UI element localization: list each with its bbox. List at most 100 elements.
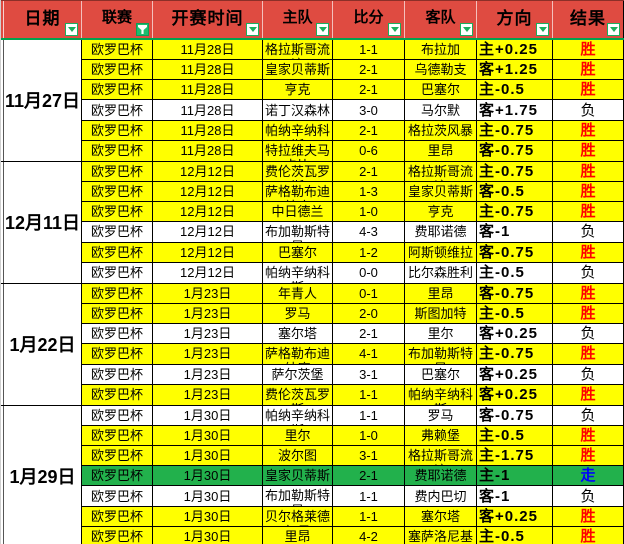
score-cell[interactable]: 4-1 bbox=[333, 344, 405, 364]
kickoff-time-cell[interactable]: 11月28日 bbox=[153, 140, 263, 161]
result-cell[interactable]: 胜 bbox=[553, 344, 624, 364]
handicap-direction-cell[interactable]: 客+0.25 bbox=[477, 506, 553, 526]
away-team-cell[interactable]: 斯图加特 bbox=[405, 304, 477, 324]
handicap-direction-cell[interactable]: 客+0.25 bbox=[477, 364, 553, 384]
home-team-cell[interactable]: 费伦茨瓦罗斯 bbox=[263, 384, 333, 405]
result-cell[interactable]: 胜 bbox=[553, 60, 624, 80]
away-team-cell[interactable]: 塞尔塔 bbox=[405, 506, 477, 526]
handicap-direction-cell[interactable]: 主-0.5 bbox=[477, 80, 553, 100]
league-cell[interactable]: 欧罗巴杯 bbox=[82, 60, 153, 80]
filter-dropdown-icon-date[interactable] bbox=[65, 23, 78, 36]
score-cell[interactable]: 2-1 bbox=[333, 60, 405, 80]
league-cell[interactable]: 欧罗巴杯 bbox=[82, 304, 153, 324]
result-cell[interactable]: 胜 bbox=[553, 384, 624, 405]
score-cell[interactable]: 1-1 bbox=[333, 405, 405, 425]
handicap-direction-cell[interactable]: 主-0.5 bbox=[477, 262, 553, 283]
column-header-direction[interactable]: 方向 bbox=[477, 1, 553, 38]
handicap-direction-cell[interactable]: 客-0.75 bbox=[477, 242, 553, 262]
result-cell[interactable]: 负 bbox=[553, 324, 624, 344]
kickoff-time-cell[interactable]: 1月30日 bbox=[153, 425, 263, 446]
column-header-score[interactable]: 比分 bbox=[333, 1, 405, 38]
handicap-direction-cell[interactable]: 客-0.75 bbox=[477, 283, 553, 304]
result-cell[interactable]: 胜 bbox=[553, 80, 624, 100]
home-team-cell[interactable]: 帕纳辛纳科斯 bbox=[263, 262, 333, 283]
handicap-direction-cell[interactable]: 客-0.75 bbox=[477, 140, 553, 161]
result-cell[interactable]: 胜 bbox=[553, 40, 624, 60]
kickoff-time-cell[interactable]: 1月30日 bbox=[153, 466, 263, 486]
away-team-cell[interactable]: 巴塞尔 bbox=[405, 364, 477, 384]
kickoff-time-cell[interactable]: 12月12日 bbox=[153, 242, 263, 262]
score-cell[interactable]: 1-1 bbox=[333, 486, 405, 506]
result-cell[interactable]: 胜 bbox=[553, 120, 624, 140]
filter-dropdown-icon-away[interactable] bbox=[460, 23, 473, 36]
league-cell[interactable]: 欧罗巴杯 bbox=[82, 202, 153, 222]
score-cell[interactable]: 4-2 bbox=[333, 526, 405, 544]
kickoff-time-cell[interactable]: 11月28日 bbox=[153, 40, 263, 60]
league-cell[interactable]: 欧罗巴杯 bbox=[82, 283, 153, 304]
score-cell[interactable]: 2-1 bbox=[333, 324, 405, 344]
league-cell[interactable]: 欧罗巴杯 bbox=[82, 222, 153, 242]
handicap-direction-cell[interactable]: 客+0.25 bbox=[477, 324, 553, 344]
date-group-cell[interactable]: 1月22日 bbox=[4, 283, 82, 405]
filter-funnel-icon-league[interactable] bbox=[136, 23, 149, 36]
result-cell[interactable]: 胜 bbox=[553, 283, 624, 304]
result-cell[interactable]: 负 bbox=[553, 100, 624, 120]
handicap-direction-cell[interactable]: 主-1.75 bbox=[477, 446, 553, 466]
league-cell[interactable]: 欧罗巴杯 bbox=[82, 140, 153, 161]
league-cell[interactable]: 欧罗巴杯 bbox=[82, 262, 153, 283]
home-team-cell[interactable]: 皇家贝蒂斯 bbox=[263, 466, 333, 486]
handicap-direction-cell[interactable]: 主-0.5 bbox=[477, 526, 553, 544]
result-cell[interactable]: 胜 bbox=[553, 161, 624, 182]
league-cell[interactable]: 欧罗巴杯 bbox=[82, 344, 153, 364]
away-team-cell[interactable]: 布拉加 bbox=[405, 40, 477, 60]
league-cell[interactable]: 欧罗巴杯 bbox=[82, 324, 153, 344]
filter-dropdown-icon-score[interactable] bbox=[388, 23, 401, 36]
home-team-cell[interactable]: 格拉斯哥流浪 bbox=[263, 40, 333, 60]
away-team-cell[interactable]: 费内巴切 bbox=[405, 486, 477, 506]
score-cell[interactable]: 1-1 bbox=[333, 384, 405, 405]
column-header-away[interactable]: 客队 bbox=[405, 1, 477, 38]
handicap-direction-cell[interactable]: 主-0.75 bbox=[477, 161, 553, 182]
home-team-cell[interactable]: 萨格勒布迪纳摩 bbox=[263, 182, 333, 202]
kickoff-time-cell[interactable]: 1月30日 bbox=[153, 486, 263, 506]
kickoff-time-cell[interactable]: 12月12日 bbox=[153, 202, 263, 222]
league-cell[interactable]: 欧罗巴杯 bbox=[82, 526, 153, 544]
handicap-direction-cell[interactable]: 客-1 bbox=[477, 222, 553, 242]
score-cell[interactable]: 1-1 bbox=[333, 40, 405, 60]
kickoff-time-cell[interactable]: 11月28日 bbox=[153, 80, 263, 100]
away-team-cell[interactable]: 亨克 bbox=[405, 202, 477, 222]
score-cell[interactable]: 2-1 bbox=[333, 80, 405, 100]
kickoff-time-cell[interactable]: 1月30日 bbox=[153, 446, 263, 466]
score-cell[interactable]: 3-1 bbox=[333, 364, 405, 384]
score-cell[interactable]: 2-1 bbox=[333, 120, 405, 140]
result-cell[interactable]: 胜 bbox=[553, 526, 624, 544]
home-team-cell[interactable]: 布加勒斯特星 bbox=[263, 222, 333, 242]
home-team-cell[interactable]: 罗马 bbox=[263, 304, 333, 324]
handicap-direction-cell[interactable]: 主-0.75 bbox=[477, 120, 553, 140]
home-team-cell[interactable]: 年青人 bbox=[263, 283, 333, 304]
score-cell[interactable]: 2-1 bbox=[333, 161, 405, 182]
result-cell[interactable]: 走 bbox=[553, 466, 624, 486]
score-cell[interactable]: 0-0 bbox=[333, 262, 405, 283]
handicap-direction-cell[interactable]: 主-0.75 bbox=[477, 344, 553, 364]
result-cell[interactable]: 负 bbox=[553, 262, 624, 283]
away-team-cell[interactable]: 布加勒斯特星 bbox=[405, 344, 477, 364]
result-cell[interactable]: 胜 bbox=[553, 446, 624, 466]
date-group-cell[interactable]: 12月11日 bbox=[4, 161, 82, 283]
home-team-cell[interactable]: 巴塞尔 bbox=[263, 242, 333, 262]
score-cell[interactable]: 1-0 bbox=[333, 202, 405, 222]
handicap-direction-cell[interactable]: 主-0.5 bbox=[477, 425, 553, 446]
away-team-cell[interactable]: 里昂 bbox=[405, 140, 477, 161]
kickoff-time-cell[interactable]: 1月30日 bbox=[153, 526, 263, 544]
result-cell[interactable]: 胜 bbox=[553, 425, 624, 446]
home-team-cell[interactable]: 萨格勒布迪纳摩 bbox=[263, 344, 333, 364]
score-cell[interactable]: 3-0 bbox=[333, 100, 405, 120]
result-cell[interactable]: 负 bbox=[553, 405, 624, 425]
date-group-cell[interactable]: 11月27日 bbox=[4, 40, 82, 161]
kickoff-time-cell[interactable]: 12月12日 bbox=[153, 161, 263, 182]
kickoff-time-cell[interactable]: 11月28日 bbox=[153, 100, 263, 120]
home-team-cell[interactable]: 诺丁汉森林 bbox=[263, 100, 333, 120]
score-cell[interactable]: 2-0 bbox=[333, 304, 405, 324]
away-team-cell[interactable]: 马尔默 bbox=[405, 100, 477, 120]
home-team-cell[interactable]: 萨尔茨堡 bbox=[263, 364, 333, 384]
